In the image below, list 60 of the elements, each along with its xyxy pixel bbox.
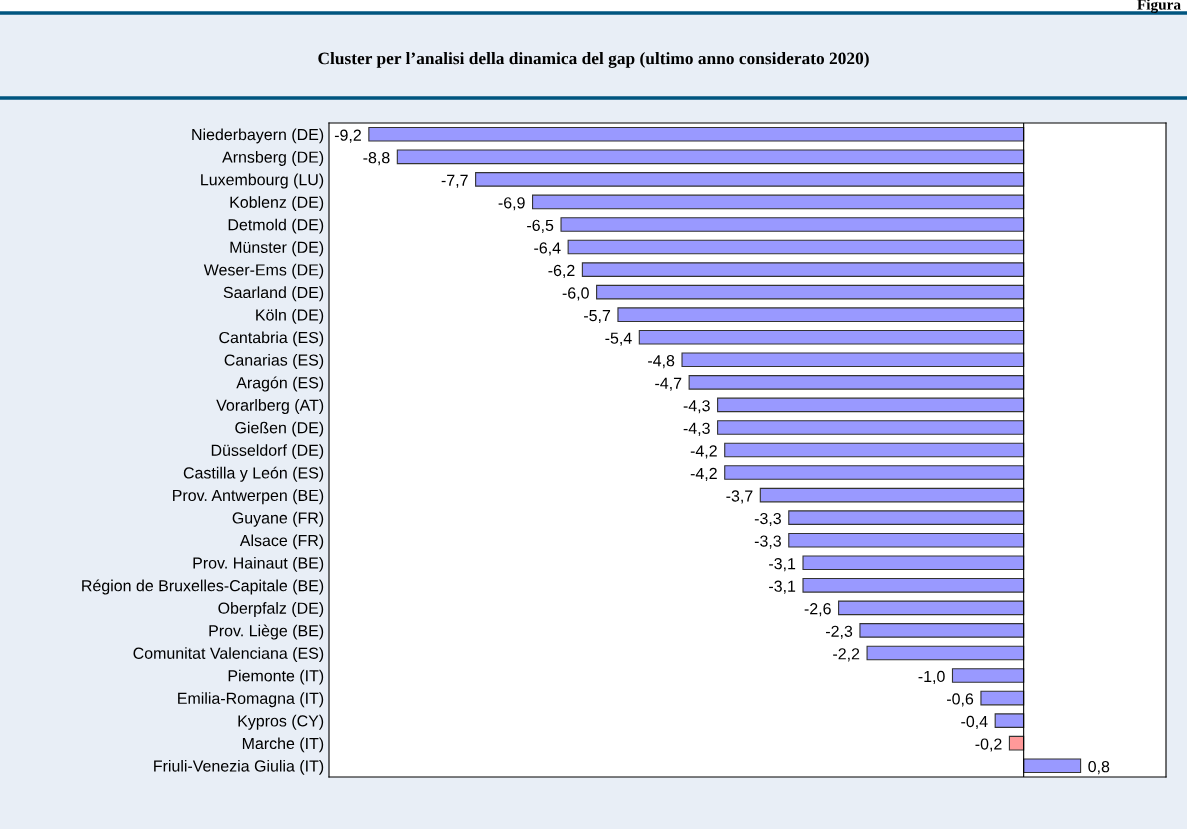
y-tick-label: Oberpfalz (DE) — [218, 602, 324, 617]
data-label: -9,2 — [334, 129, 361, 143]
data-label: -2,3 — [826, 625, 853, 639]
data-label: -2,2 — [833, 648, 860, 662]
y-tick-label: Weser-Ems (DE) — [203, 263, 324, 279]
data-label: -4,7 — [655, 377, 682, 391]
y-tick-label: Köln (DE) — [256, 308, 324, 324]
data-label: -3,7 — [726, 490, 753, 504]
data-label: -5,7 — [584, 310, 611, 324]
y-tick-label: Koblenz (DE) — [230, 196, 324, 212]
data-label: -3,3 — [754, 535, 781, 549]
y-tick-label: Friuli-Venezia Giulia (IT) — [154, 759, 324, 775]
y-tick-label: Région de Bruxelles-Capitale (BE) — [82, 579, 324, 595]
data-label: -7,7 — [441, 174, 468, 188]
data-label: -4,3 — [683, 422, 710, 436]
y-tick-label: Canarias (ES) — [224, 354, 324, 369]
data-label: -0,6 — [947, 693, 974, 707]
y-tick-label: Piemonte (IT) — [228, 669, 324, 685]
data-label: -6,0 — [562, 287, 589, 301]
data-label: -0,4 — [961, 715, 988, 730]
y-tick-label: Comunitat Valenciana (ES) — [133, 647, 324, 663]
y-tick-label: Kypros (CY) — [238, 714, 324, 730]
y-tick-label: Prov. Hainaut (BE) — [193, 556, 324, 572]
data-label: -2,6 — [804, 603, 831, 617]
y-tick-label: Düsseldorf (DE) — [211, 444, 324, 460]
y-tick-label: Vorarlberg (AT) — [216, 399, 324, 414]
y-tick-label: Cantabria (ES) — [219, 331, 324, 347]
y-tick-label: Emilia-Romagna (IT) — [178, 692, 324, 708]
data-label: -1,0 — [918, 670, 945, 684]
data-label: 0,8 — [1088, 760, 1110, 775]
data-label: -5,4 — [605, 332, 632, 346]
data-label: -3,3 — [754, 512, 781, 527]
y-tick-label: Luxembourg (LU) — [201, 173, 324, 189]
y-tick-label: Münster (DE) — [230, 241, 324, 257]
y-tick-label: Niederbayern (DE) — [192, 128, 324, 144]
data-label: -4,3 — [683, 400, 710, 414]
data-label: -8,8 — [363, 152, 390, 166]
y-tick-label: Alsace (FR) — [239, 534, 324, 550]
data-label: -6,5 — [527, 219, 554, 233]
data-label: -4,2 — [690, 467, 717, 481]
y-tick-label: Castilla y León (ES) — [183, 466, 324, 482]
data-label: -3,1 — [769, 557, 796, 572]
y-tick-label: Detmold (DE) — [228, 218, 324, 234]
data-label: -6,4 — [534, 242, 561, 256]
data-label: -6,2 — [548, 264, 575, 279]
data-label: -3,1 — [769, 580, 796, 594]
data-label: -6,9 — [498, 197, 525, 211]
text: Figura — [1137, 0, 1181, 13]
data-label: -4,2 — [690, 445, 717, 459]
y-tick-label: Aragón (ES) — [236, 376, 324, 392]
y-tick-label: Prov. Antwerpen (BE) — [173, 489, 324, 505]
y-tick-label: Marche (IT) — [242, 737, 324, 753]
data-label: -0,2 — [975, 738, 1002, 752]
chart-title: Cluster per l’analisi della dinamica del gap (ultimo anno considerato 2020) — [318, 52, 869, 68]
data-label: -4,8 — [648, 355, 675, 369]
y-tick-label: Saarland (DE) — [223, 286, 324, 302]
y-tick-label: Arnsberg (DE) — [222, 151, 324, 166]
y-tick-label: Prov. Liège (BE) — [209, 624, 324, 640]
y-tick-label: Gießen (DE) — [235, 421, 324, 437]
y-tick-label: Guyane (FR) — [232, 511, 324, 527]
